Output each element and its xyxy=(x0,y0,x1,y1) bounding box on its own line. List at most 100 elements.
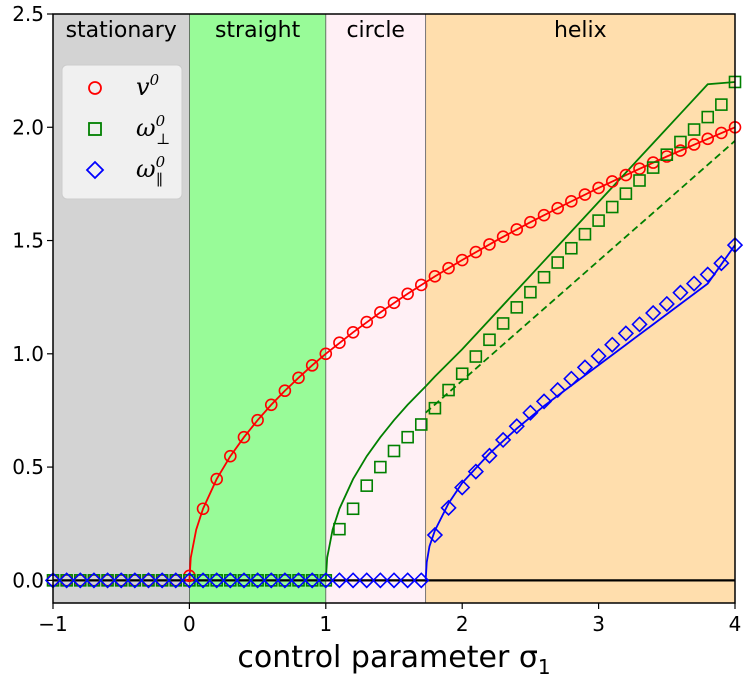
marker-omega-parallel xyxy=(426,526,444,544)
marker-v0 xyxy=(428,270,442,283)
x-tick-label: 3 xyxy=(592,612,605,636)
marker-omega-perp xyxy=(305,574,319,587)
marker-omega-parallel xyxy=(685,275,703,292)
x-axis-label-subscript: 1 xyxy=(538,655,551,679)
marker-omega-parallel xyxy=(58,572,75,589)
marker-v0 xyxy=(510,223,524,236)
marker-omega-perp xyxy=(524,285,537,299)
marker-omega-parallel xyxy=(549,381,566,399)
marker-omega-parallel xyxy=(181,572,198,589)
marker-omega-parallel xyxy=(167,572,184,589)
marker-v0 xyxy=(524,215,537,229)
marker-v0 xyxy=(278,384,292,398)
marker-omega-perp xyxy=(605,200,619,214)
y-tick-label: 2.0 xyxy=(12,115,44,139)
marker-v0 xyxy=(537,208,551,222)
x-tick-label: 2 xyxy=(456,612,469,636)
legend-label-v0: v0 xyxy=(136,71,160,101)
legend-marker-omega-perp xyxy=(88,122,102,136)
marker-omega-perp xyxy=(237,574,251,587)
marker-omega-parallel xyxy=(563,370,580,387)
marker-omega-perp xyxy=(210,574,223,587)
region-label-circle: circle xyxy=(346,18,405,43)
marker-v0 xyxy=(292,371,305,385)
marker-omega-parallel xyxy=(290,572,307,589)
marker-v0 xyxy=(496,230,510,243)
marker-omega-perp xyxy=(319,574,333,587)
marker-v0 xyxy=(551,201,564,215)
marker-omega-perp xyxy=(701,110,715,124)
legend-marker-v0 xyxy=(88,81,102,95)
x-axis-ticks: −1 0 1 2 3 4 xyxy=(38,603,741,636)
marker-v0 xyxy=(319,347,333,361)
marker-omega-parallel xyxy=(304,572,321,589)
marker-omega-perp xyxy=(496,317,510,330)
marker-omega-parallel xyxy=(208,572,225,589)
marker-omega-parallel xyxy=(481,447,498,464)
marker-omega-parallel xyxy=(85,572,103,589)
marker-omega-perp xyxy=(183,574,196,587)
marker-omega-parallel xyxy=(413,572,430,589)
marker-v0 xyxy=(455,253,469,267)
marker-omega-perp xyxy=(537,270,551,284)
marker-omega-perp xyxy=(455,367,469,381)
marker-v0 xyxy=(346,325,360,339)
marker-omega-perp xyxy=(510,301,524,314)
marker-v0 xyxy=(701,132,715,146)
marker-omega-parallel xyxy=(617,325,635,342)
marker-v0 xyxy=(224,449,237,463)
phase-regions xyxy=(52,14,735,603)
marker-omega-perp xyxy=(87,574,101,587)
marker-omega-perp xyxy=(483,333,496,347)
marker-v0 xyxy=(605,175,619,188)
marker-v0 xyxy=(414,278,428,292)
x-tick-label: 1 xyxy=(319,612,332,636)
plot-frame xyxy=(52,13,736,604)
marker-omega-parallel xyxy=(631,316,648,333)
region-straight xyxy=(189,14,326,603)
marker-v0 xyxy=(469,245,483,259)
marker-v0 xyxy=(592,181,605,195)
region-label-straight: straight xyxy=(215,18,301,43)
marker-v0 xyxy=(196,502,210,516)
marker-omega-parallel xyxy=(399,572,416,589)
y-tick-label: 1.5 xyxy=(12,229,44,253)
marker-v0 xyxy=(305,359,319,372)
marker-omega-perp xyxy=(114,574,128,587)
marker-omega-parallel xyxy=(604,336,621,353)
marker-omega-parallel xyxy=(276,572,294,589)
marker-v0 xyxy=(715,126,728,140)
marker-omega-parallel xyxy=(508,418,525,435)
marker-omega-perp xyxy=(578,227,592,241)
marker-v0 xyxy=(237,430,251,444)
marker-omega-parallel xyxy=(713,255,730,272)
marker-v0 xyxy=(264,398,278,412)
marker-omega-parallel xyxy=(249,572,266,589)
marker-omega-perp xyxy=(101,574,114,587)
marker-omega-perp xyxy=(155,574,169,587)
marker-omega-parallel xyxy=(467,463,484,480)
x-axis-label-text: control parameter σ xyxy=(237,640,537,675)
marker-omega-parallel xyxy=(331,572,348,589)
curve-omega-perp xyxy=(324,81,736,581)
x-tick-label: 0 xyxy=(183,612,196,636)
marker-omega-perp xyxy=(674,135,687,149)
marker-omega-parallel xyxy=(672,284,689,301)
marker-v0 xyxy=(674,144,687,157)
marker-omega-perp xyxy=(646,161,660,174)
y-tick-label: 0.5 xyxy=(12,455,44,479)
marker-omega-parallel xyxy=(372,572,389,589)
y-tick-label: 0.0 xyxy=(12,568,44,592)
region-label-helix: helix xyxy=(554,18,607,43)
marker-v0 xyxy=(374,306,387,319)
asymptote-dashed-line xyxy=(425,140,736,414)
marker-v0 xyxy=(565,195,578,208)
marker-omega-perp xyxy=(142,574,155,587)
marker-omega-parallel xyxy=(454,479,471,496)
curve-v0 xyxy=(188,126,736,581)
legend: v0 ω0 ⊥ ω0 ∥ xyxy=(61,64,183,200)
marker-omega-perp xyxy=(387,444,401,458)
marker-omega-perp xyxy=(428,401,442,415)
marker-omega-perp xyxy=(565,241,578,255)
